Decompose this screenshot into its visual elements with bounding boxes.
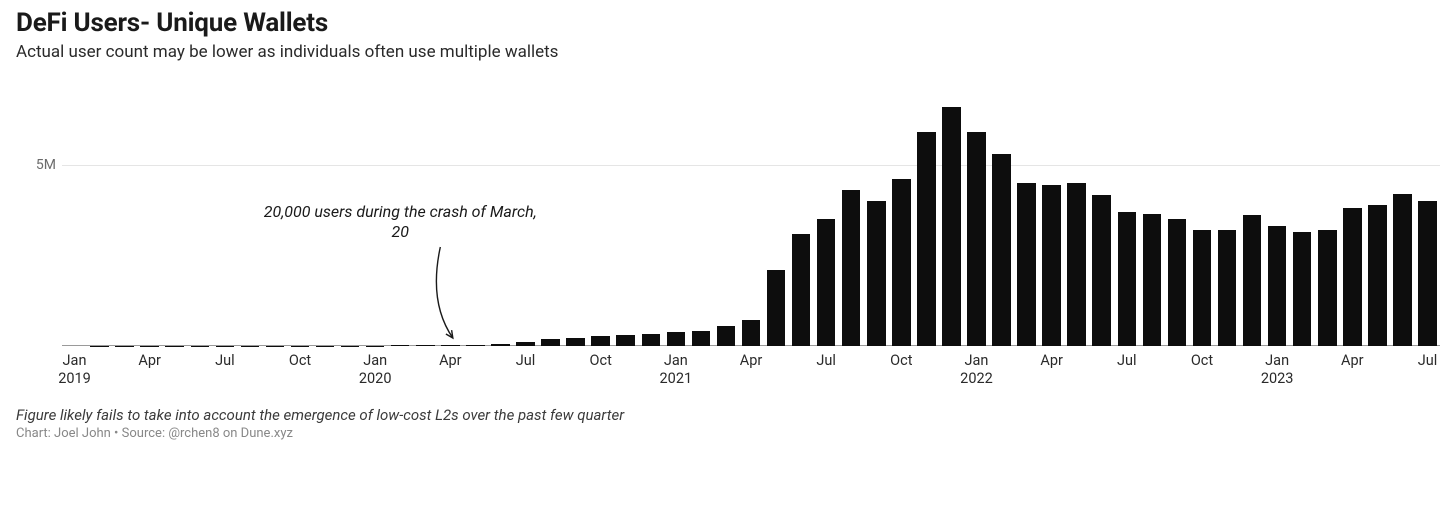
x-tick-label: Jul bbox=[215, 352, 235, 370]
x-tick-label: Jan 2019 bbox=[58, 352, 91, 388]
chart-subtitle: Actual user count may be lower as indivi… bbox=[16, 42, 1440, 62]
chart-figure: DeFi Users- Unique Wallets Actual user c… bbox=[0, 0, 1456, 506]
y-tick-label: 5M bbox=[36, 157, 56, 173]
x-tick-label: Jul bbox=[516, 352, 536, 370]
x-tick-label: Jan 2020 bbox=[359, 352, 392, 388]
chart-title: DeFi Users- Unique Wallets bbox=[16, 8, 1440, 38]
x-tick-label: Apr bbox=[138, 352, 161, 370]
x-tick-label: Oct bbox=[289, 352, 311, 370]
x-tick-label: Apr bbox=[1341, 352, 1364, 370]
x-tick-label: Oct bbox=[590, 352, 612, 370]
x-tick-label: Jul bbox=[1418, 352, 1438, 370]
x-tick-label: Oct bbox=[1191, 352, 1213, 370]
x-tick-label: Jan 2022 bbox=[960, 352, 993, 388]
chart-note: Figure likely fails to take into account… bbox=[16, 406, 1440, 424]
x-tick-label: Jan 2021 bbox=[660, 352, 693, 388]
x-tick-label: Apr bbox=[1040, 352, 1063, 370]
annotation-arrow bbox=[62, 92, 1440, 346]
x-tick-label: Apr bbox=[439, 352, 462, 370]
x-tick-label: Jul bbox=[1117, 352, 1137, 370]
plot-region: 5MJan 2019AprJulOctJan 2020AprJulOctJan … bbox=[62, 92, 1440, 346]
x-tick-label: Apr bbox=[740, 352, 763, 370]
x-tick-label: Jan 2023 bbox=[1261, 352, 1294, 388]
x-tick-label: Oct bbox=[890, 352, 912, 370]
chart-credit: Chart: Joel John • Source: @rchen8 on Du… bbox=[16, 426, 1440, 441]
x-tick-label: Jul bbox=[816, 352, 836, 370]
chart-area: 5M Jan 2019 Apr Jul Oct Jan 2020 Apr Jul Oct Jan … bbox=[16, 72, 1440, 402]
chart-footer: Figure likely fails to take into account… bbox=[16, 406, 1440, 441]
